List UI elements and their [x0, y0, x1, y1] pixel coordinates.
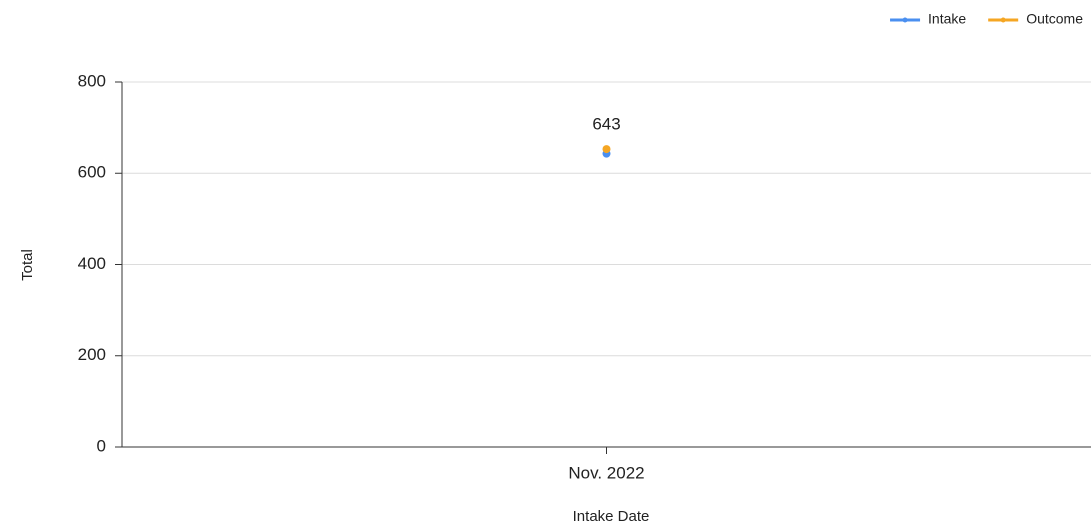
- y-tick-label: 400: [78, 254, 106, 273]
- y-tick-label: 600: [78, 163, 106, 182]
- legend-swatch-dot: [902, 17, 908, 23]
- x-tick-label: Nov. 2022: [568, 463, 644, 482]
- legend-label: Outcome: [1026, 11, 1083, 27]
- y-tick-label: 0: [97, 436, 106, 455]
- x-axis-title: Intake Date: [573, 508, 650, 525]
- legend-label: Intake: [928, 11, 966, 27]
- y-tick-label: 800: [78, 71, 106, 90]
- y-tick-label: 200: [78, 345, 106, 364]
- legend-swatch-dot: [1000, 17, 1006, 23]
- y-axis-title: Total: [19, 249, 36, 281]
- data-point: [602, 145, 611, 154]
- data-label: 643: [592, 115, 620, 134]
